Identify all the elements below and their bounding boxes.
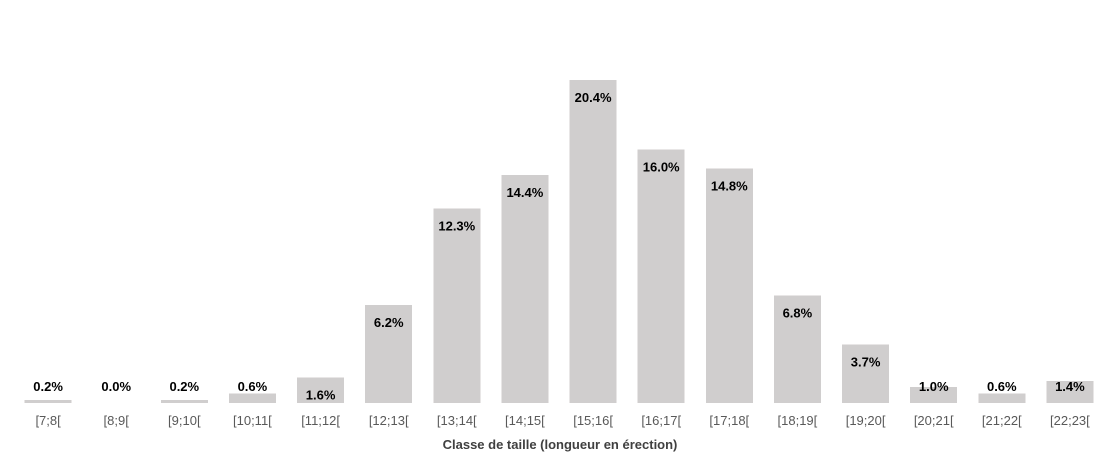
value-label-8: 14.4% xyxy=(506,185,543,200)
value-label-16: 1.4% xyxy=(1055,379,1085,394)
x-tick-label-8: [14;15[ xyxy=(505,413,545,428)
value-label-15: 0.6% xyxy=(987,379,1017,394)
value-label-11: 14.8% xyxy=(711,179,748,194)
x-tick-label-2: [8;9[ xyxy=(104,413,130,428)
bar-14 xyxy=(910,387,958,403)
value-labels-layer: 0.2% 0.0% 0.2% 0.6% 1.6% 6.2% 12.3% 14.4% 20.4% 1… xyxy=(33,90,1085,403)
x-tick-label-4: [10;11[ xyxy=(233,413,272,428)
x-tick-label-3: [9;10[ xyxy=(168,413,201,428)
x-tick-label-15: [21;22[ xyxy=(982,413,1022,428)
bar-7 xyxy=(433,208,481,403)
bar-4 xyxy=(228,393,276,403)
bar-9 xyxy=(569,80,617,403)
x-tick-label-6: [12;13[ xyxy=(369,413,409,428)
bar-6 xyxy=(365,304,413,403)
x-axis-title: Classe de taille (longueur en érection) xyxy=(443,437,678,452)
bar-5 xyxy=(297,377,345,403)
bar-1 xyxy=(24,399,72,403)
x-tick-label-14: [20;21[ xyxy=(914,413,954,428)
x-tick-label-12: [18;19[ xyxy=(778,413,818,428)
bar-16 xyxy=(1046,380,1094,403)
bar-13 xyxy=(842,344,890,403)
x-tick-label-13: [19;20[ xyxy=(846,413,886,428)
bar-3 xyxy=(160,399,208,403)
bar-12 xyxy=(773,295,821,403)
value-label-5: 1.6% xyxy=(306,388,336,403)
x-tick-label-9: [15;16[ xyxy=(573,413,613,428)
bar-10 xyxy=(637,149,685,403)
bar-11 xyxy=(705,168,753,403)
bar-15 xyxy=(978,393,1026,403)
value-label-12: 6.8% xyxy=(783,305,813,320)
value-label-13: 3.7% xyxy=(851,354,881,369)
value-label-7: 12.3% xyxy=(438,218,475,233)
x-tick-label-1: [7;8[ xyxy=(35,413,61,428)
x-tick-label-7: [13;14[ xyxy=(437,413,477,428)
x-tick-label-16: [22;23[ xyxy=(1050,413,1090,428)
bar-8 xyxy=(501,175,549,403)
tick-labels-layer: [7;8[ [8;9[ [9;10[ [10;11[ [11;12[ [12;13[ [13… xyxy=(35,413,1090,428)
value-label-6: 6.2% xyxy=(374,315,404,330)
x-tick-label-10: [16;17[ xyxy=(641,413,681,428)
value-label-9: 20.4% xyxy=(575,90,612,105)
x-tick-label-11: [17;18[ xyxy=(709,413,749,428)
value-label-1: 0.2% xyxy=(33,379,63,394)
value-label-3: 0.2% xyxy=(169,379,199,394)
value-label-2: 0.0% xyxy=(101,379,131,394)
value-label-10: 16.0% xyxy=(643,160,680,175)
bars-layer xyxy=(24,80,1094,403)
x-tick-label-5: [11;12[ xyxy=(301,413,340,428)
value-label-4: 0.6% xyxy=(238,379,268,394)
value-label-14: 1.0% xyxy=(919,379,949,394)
